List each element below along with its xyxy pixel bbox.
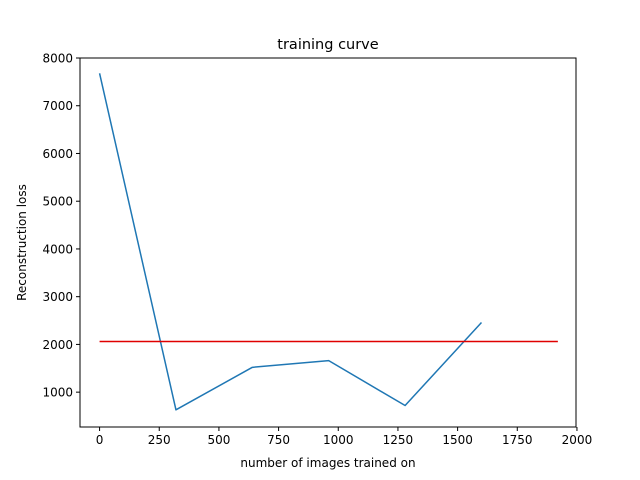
- x-tick-label: 1000: [323, 433, 354, 447]
- y-tick-label: 4000: [42, 242, 73, 256]
- plot-area: [98, 73, 558, 411]
- series-line-0: [98, 73, 483, 411]
- y-tick-label: 2000: [42, 338, 73, 352]
- y-axis-label: Reconstruction loss: [15, 184, 29, 301]
- x-tick-label: 500: [207, 433, 230, 447]
- y-tick-label: 3000: [42, 290, 73, 304]
- x-tick-label: 2000: [562, 433, 593, 447]
- y-tick-label: 5000: [42, 195, 73, 209]
- x-axis: 0 250 500 750 1000 1250 1500 1750 2000: [96, 427, 592, 447]
- x-axis-label: number of images trained on: [240, 456, 415, 470]
- x-tick-label: 1500: [442, 433, 473, 447]
- x-tick-label: 1250: [383, 433, 414, 447]
- y-axis: 1000 2000 3000 4000 5000 6000 7000 8000: [42, 52, 80, 400]
- y-tick-label: 8000: [42, 52, 73, 66]
- x-tick-label: 750: [267, 433, 290, 447]
- y-tick-label: 1000: [42, 386, 73, 400]
- x-tick-label: 0: [96, 433, 104, 447]
- y-tick-label: 7000: [42, 99, 73, 113]
- x-tick-label: 1750: [502, 433, 533, 447]
- chart-title: training curve: [277, 37, 378, 53]
- plot-frame: [79, 57, 577, 428]
- y-tick-label: 6000: [42, 147, 73, 161]
- x-tick-label: 250: [148, 433, 171, 447]
